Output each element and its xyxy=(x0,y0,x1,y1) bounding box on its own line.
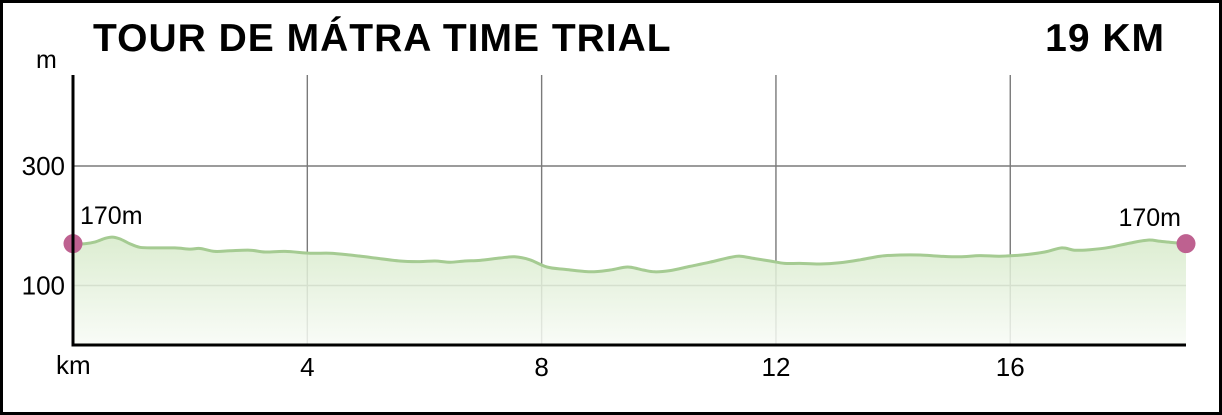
elevation-line xyxy=(71,235,1188,274)
total-distance-label: 19 KM xyxy=(1045,17,1165,60)
end-dot xyxy=(1176,234,1196,254)
x-tick-label-16: 16 xyxy=(996,352,1025,382)
x-tick-label-8: 8 xyxy=(534,352,548,382)
x-tick-label-4: 4 xyxy=(300,352,314,382)
x-tick-label-12: 12 xyxy=(761,352,790,382)
y-tick-label-100: 100 xyxy=(22,271,65,301)
y-axis-unit-label: m xyxy=(36,46,57,74)
chart-title: TOUR DE MÁTRA TIME TRIAL xyxy=(93,17,672,60)
y-tick-label-300: 300 xyxy=(22,151,65,181)
end-elevation-annotation: 170m xyxy=(1118,204,1181,232)
elevation-area xyxy=(73,237,1186,345)
x-axis-unit-label: km xyxy=(56,350,91,380)
start-elevation-annotation: 170m xyxy=(80,202,143,230)
